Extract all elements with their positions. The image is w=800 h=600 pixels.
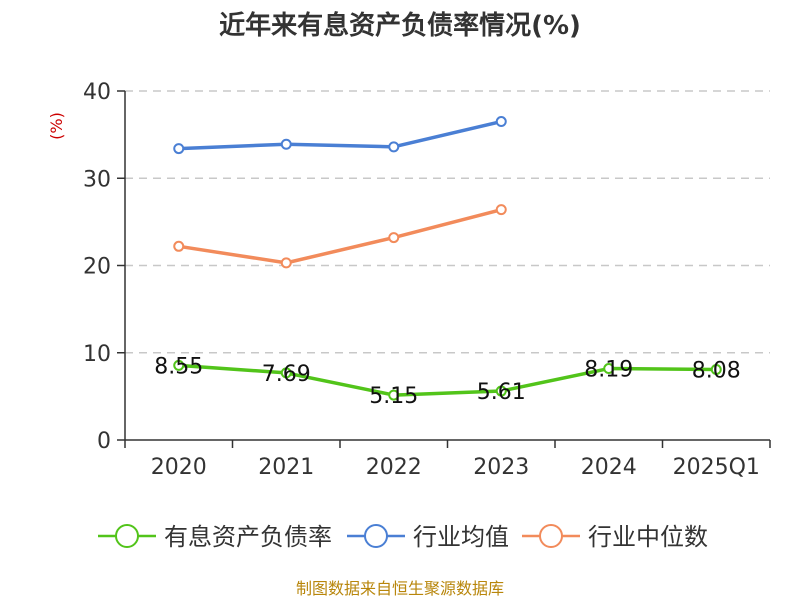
data-point [388, 389, 400, 401]
series-line-1 [178, 119, 502, 151]
x-tick-label: 2023 [473, 455, 529, 480]
x-tick-label: 2024 [581, 455, 637, 480]
legend-label: 行业中位数 [588, 523, 708, 551]
data-label: 8.19 [584, 358, 633, 383]
data-label: 8.08 [692, 359, 741, 384]
data-point [173, 143, 185, 155]
data-label: 8.55 [154, 354, 203, 379]
x-tick-label: 2020 [151, 455, 207, 480]
x-tick-label: 2021 [258, 455, 314, 480]
series-line-2 [178, 207, 502, 265]
data-point [495, 204, 507, 216]
legend-label: 行业均值 [413, 523, 509, 551]
y-tick-label: 0 [97, 429, 111, 454]
data-point [280, 257, 292, 269]
x-tick-label: 2022 [366, 455, 422, 480]
y-tick-label: 40 [83, 80, 111, 105]
legend-marker [539, 524, 563, 548]
data-point [388, 232, 400, 244]
y-axis-unit: (%) [47, 112, 66, 140]
legend-marker [115, 524, 139, 548]
data-label: 5.15 [369, 384, 418, 409]
y-tick-label: 20 [83, 255, 111, 280]
data-label: 5.61 [477, 380, 526, 405]
data-point [280, 138, 292, 150]
data-point [173, 359, 185, 371]
y-tick-label: 30 [83, 167, 111, 192]
data-point [495, 385, 507, 397]
chart-title: 近年来有息资产负债率情况(%) [219, 10, 581, 41]
source-note: 制图数据来自恒生聚源数据库 [296, 579, 504, 598]
grid-lines [125, 90, 770, 354]
y-tick-label: 10 [83, 342, 111, 367]
legend: 有息资产负债率 行业均值 行业中位数 [98, 523, 708, 551]
data-label: 7.69 [262, 362, 311, 387]
data-point [710, 364, 722, 376]
data-point [603, 363, 615, 375]
data-point [173, 240, 185, 252]
data-point [388, 141, 400, 153]
data-point [495, 116, 507, 128]
series-line-0 [178, 363, 717, 397]
data-point [280, 367, 292, 379]
axes: 0 10 20 30 40 2020 2021 2022 2023 2024 2025Q1 [83, 80, 771, 480]
legend-marker [364, 524, 388, 548]
data-labels: 8.55 7.69 5.15 5.61 8.19 8.08 [154, 354, 740, 409]
legend-label: 有息资产负债率 [164, 523, 332, 551]
series-lines [173, 116, 722, 401]
x-tick-label: 2025Q1 [673, 455, 760, 480]
